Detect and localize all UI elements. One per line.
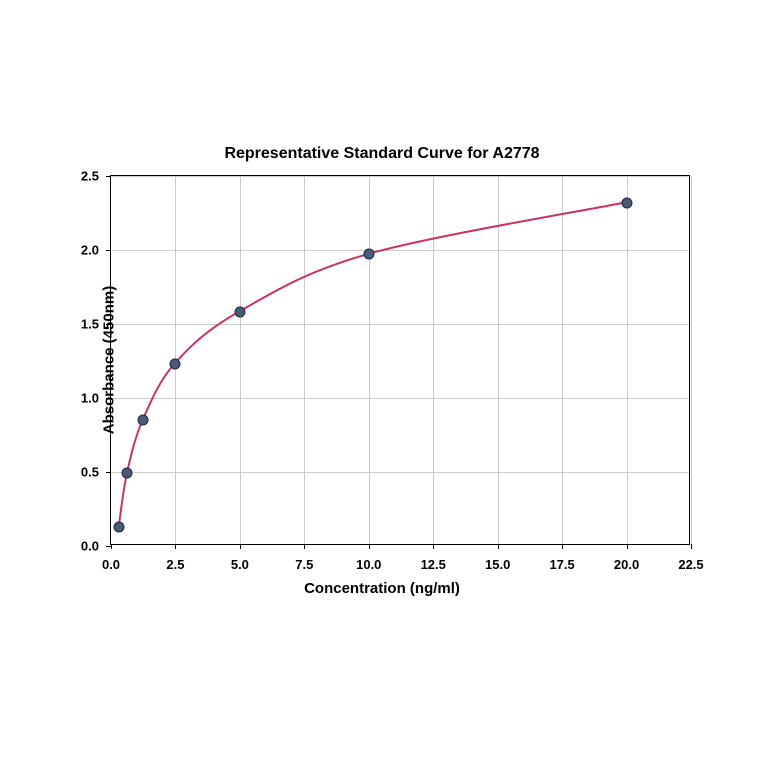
x-tick bbox=[240, 544, 241, 549]
x-tick-label: 5.0 bbox=[231, 557, 249, 572]
chart-title: Representative Standard Curve for A2778 bbox=[0, 145, 764, 163]
y-tick bbox=[106, 546, 111, 547]
x-tick-label: 10.0 bbox=[356, 557, 381, 572]
data-point bbox=[363, 249, 374, 260]
grid-line-vertical bbox=[691, 176, 692, 544]
y-tick-label: 0.5 bbox=[81, 465, 99, 480]
x-tick bbox=[498, 544, 499, 549]
x-tick-label: 0.0 bbox=[102, 557, 120, 572]
y-tick-label: 2.5 bbox=[81, 169, 99, 184]
chart-container: 0.02.55.07.510.012.515.017.520.022.50.00… bbox=[110, 175, 690, 545]
x-tick bbox=[627, 544, 628, 549]
data-point bbox=[234, 307, 245, 318]
x-tick-label: 2.5 bbox=[166, 557, 184, 572]
x-tick-label: 7.5 bbox=[295, 557, 313, 572]
y-tick-label: 2.0 bbox=[81, 243, 99, 258]
x-tick bbox=[369, 544, 370, 549]
x-tick bbox=[562, 544, 563, 549]
x-tick-label: 15.0 bbox=[485, 557, 510, 572]
x-tick-label: 17.5 bbox=[549, 557, 574, 572]
y-tick-label: 1.0 bbox=[81, 391, 99, 406]
x-tick-label: 20.0 bbox=[614, 557, 639, 572]
x-tick-label: 12.5 bbox=[421, 557, 446, 572]
x-tick bbox=[175, 544, 176, 549]
y-tick-label: 1.5 bbox=[81, 317, 99, 332]
y-tick-label: 0.0 bbox=[81, 539, 99, 554]
curve-line bbox=[111, 176, 689, 544]
data-point bbox=[170, 358, 181, 369]
x-tick bbox=[691, 544, 692, 549]
data-point bbox=[113, 521, 124, 532]
x-tick bbox=[111, 544, 112, 549]
x-axis-label: Concentration (ng/ml) bbox=[0, 580, 764, 597]
x-tick-label: 22.5 bbox=[678, 557, 703, 572]
y-tick bbox=[106, 472, 111, 473]
data-point bbox=[138, 415, 149, 426]
y-tick bbox=[106, 176, 111, 177]
data-point bbox=[621, 197, 632, 208]
y-tick bbox=[106, 250, 111, 251]
x-tick bbox=[304, 544, 305, 549]
y-axis-label: Absorbance (450nm) bbox=[101, 286, 118, 434]
data-point bbox=[122, 468, 133, 479]
x-tick bbox=[433, 544, 434, 549]
plot-area: 0.02.55.07.510.012.515.017.520.022.50.00… bbox=[110, 175, 690, 545]
